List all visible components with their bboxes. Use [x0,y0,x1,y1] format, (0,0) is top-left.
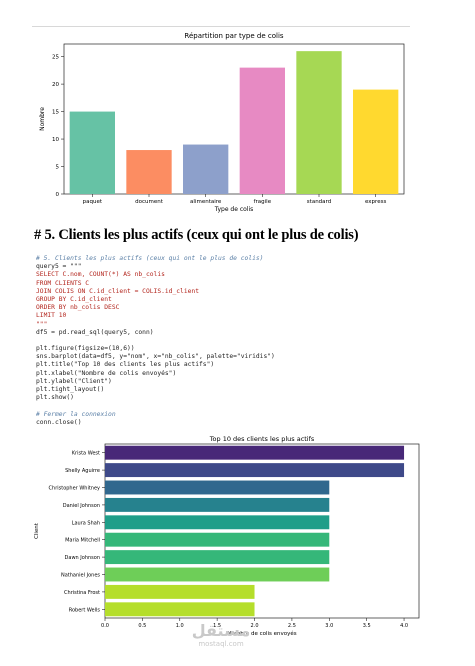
bar [105,497,330,512]
code-line: plt.tight_layout() [36,386,105,393]
code-line: JOIN COLIS ON C.id_client = COLIS.id_cli… [36,287,200,295]
bar [296,51,342,195]
y-axis-label: Client [34,522,40,539]
chart-type-colis: Répartition par type de colis 0 5 10 15 20 25 p… [34,28,414,216]
code-line: # Fermer la connexion [36,410,116,418]
x-tick-label: document [135,199,164,205]
bar [105,584,255,599]
code-line: plt.figure(figsize=(10,6)) [36,345,135,353]
watermark: مستقل mostaql.com [186,621,256,649]
x-tick-label: 0.5 [138,623,146,629]
bar [183,144,229,194]
watermark-url: mostaql.com [198,640,244,648]
y-tick-label: Shelly Aguirre [65,468,100,474]
y-tick-label: Robert Wells [69,607,101,613]
bar [69,111,115,194]
y-axis-label: Nombre [39,107,46,131]
code-line: plt.ylabel("Client") [36,377,112,385]
code-line: # 5. Clients les plus actifs (ceux qui o… [36,255,264,262]
code-line: plt.title("Top 10 des clients les plus a… [36,361,215,369]
chart-title: Top 10 des clients les plus actifs [209,435,315,443]
x-tick-label: 1.0 [176,623,184,629]
y-tick-label: 5 [56,165,60,171]
y-tick-label: Krista West [72,451,100,457]
code-line: query5 = """ [36,263,82,271]
y-tick-label: 20 [52,82,59,88]
bar [105,445,405,460]
x-tick-label: 4.0 [400,623,408,629]
code-line: df5 = pd.read_sql(query5, conn) [36,328,154,336]
code-line: FROM CLIENTS C [36,279,90,287]
y-tick-label: Maria Mitchell [65,538,100,544]
x-tick-label: alimentaire [190,199,222,205]
bar [105,480,330,495]
bar [239,67,285,194]
bar [105,515,330,530]
chart-type-colis-svg: Répartition par type de colis 0 5 10 15 20 25 p… [39,32,405,213]
x-tick-label: 2.0 [251,623,259,629]
code-line: LIMIT 10 [36,312,67,320]
y-tick-label: 10 [52,137,59,143]
code-line: GROUP BY C.id_client [36,295,112,303]
x-tick-label: fragile [254,199,272,205]
code-line: sns.barplot(data=df5, y="nom", x="nb_col… [36,353,275,361]
code-line [36,402,426,410]
y-tick-label: 0 [56,192,60,198]
bar [105,550,330,565]
x-tick-label: 1.5 [213,623,221,629]
y-tick-label: 15 [52,110,59,116]
page-divider [32,26,410,27]
chart-title: Répartition par type de colis [184,32,283,40]
plot-frame [63,43,405,195]
code-line: """ [36,320,48,328]
chart-top-clients: Top 10 des clients les plus actifs Krista… [30,432,422,638]
y-tick-label: 25 [52,55,59,61]
x-tick-label: 2.5 [288,623,296,629]
y-tick-label: Christopher Whitney [49,486,101,492]
x-axis-label: Nombre de colis envoyés [227,630,296,637]
bar [105,602,255,617]
x-tick-label: express [365,199,386,205]
code-line: ORDER BY nb_colis DESC [36,304,120,312]
code-line: plt.xlabel("Nombre de colis envoyés") [36,369,177,377]
chart-top-clients-svg: Top 10 des clients les plus actifs Krista… [34,435,420,637]
y-tick-label: Dawn Johnson [65,555,100,561]
bar [105,532,330,547]
y-tick-label: Nathaniel Jones [61,573,100,579]
y-tick-label: Daniel Johnson [63,503,100,509]
x-tick-label: standard [307,199,331,205]
bar [105,567,330,582]
code-cell[interactable]: # 5. Clients les plus actifs (ceux qui o… [36,255,426,427]
code-line: SELECT C.nom, COUNT(*) AS nb_colis [36,271,165,279]
code-line [36,337,426,345]
x-tick-label: 3.5 [363,623,371,629]
code-line: plt.show() [36,394,74,402]
bar [105,463,405,478]
bar [353,89,399,194]
y-tick-label: Christina Frost [64,590,100,596]
x-tick-label: 0.0 [101,623,109,629]
x-tick-label: paquet [83,199,103,205]
watermark-logo-text: مستقل [191,621,251,640]
x-tick-label: 3.0 [325,623,333,629]
y-tick-label: Laura Shah [72,520,100,526]
code-line: conn.close() [36,418,82,426]
bar [126,150,172,194]
section-title: # 5. Clients les plus actifs (ceux qui o… [34,227,359,243]
plot-frame [104,443,420,619]
x-axis-label: Type de colis [214,206,254,213]
